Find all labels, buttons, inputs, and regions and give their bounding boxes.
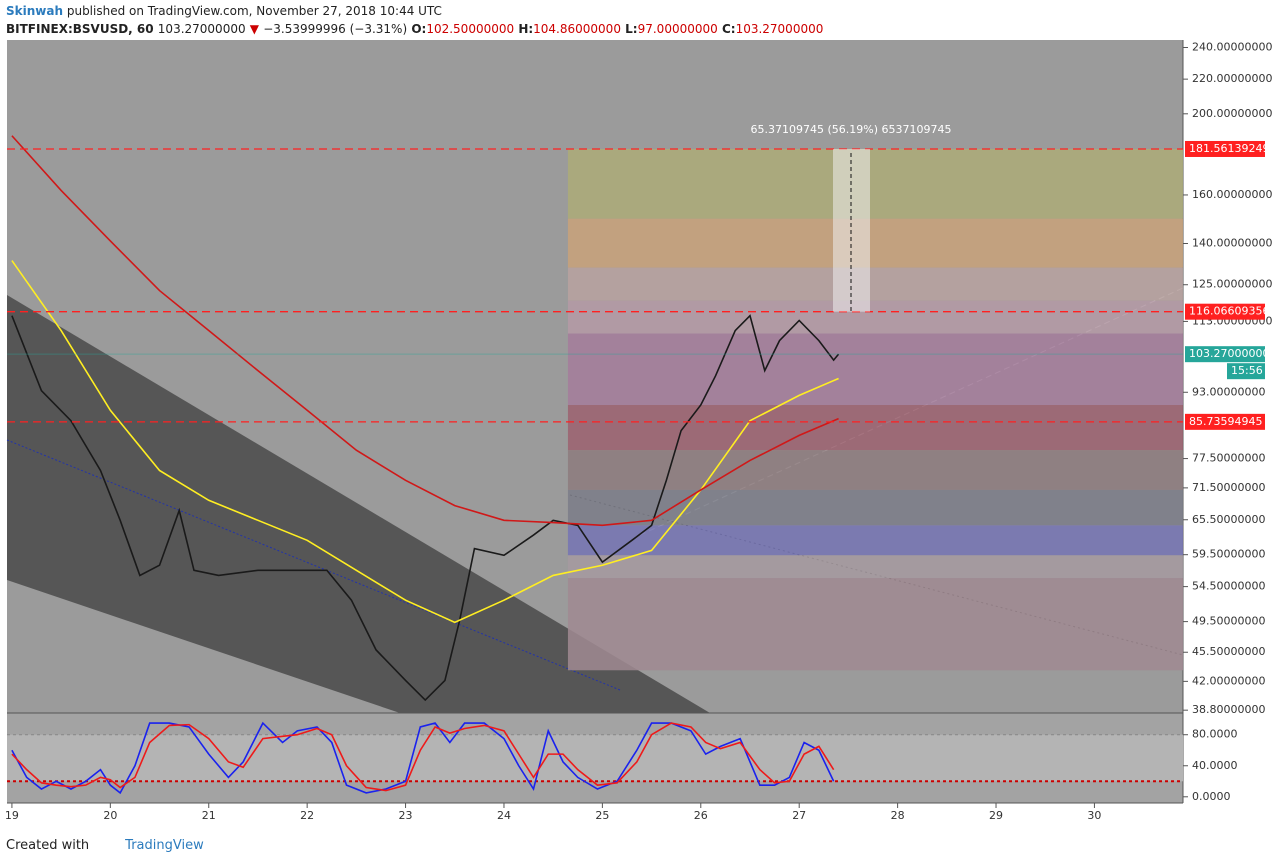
- level-label: 181.56139249: [1189, 142, 1269, 155]
- last: 103.27000000: [157, 22, 246, 36]
- series-line: [11, 314, 840, 702]
- level-label: 85.73594945: [1189, 415, 1262, 428]
- fib-zone: [567, 578, 1183, 671]
- last-price-box: [1185, 346, 1265, 363]
- price-axis: [1183, 40, 1274, 825]
- y-tick-label: 80.0000: [1192, 728, 1238, 741]
- y-tick-label: 200.00000000: [1192, 107, 1272, 120]
- y-tick-label: 125.00000000: [1192, 278, 1272, 291]
- x-tick-label: 21: [202, 809, 216, 822]
- level-box: [1185, 413, 1265, 430]
- x-tick-label: 20: [103, 809, 117, 822]
- last-price-label: 103.27000000: [1189, 347, 1269, 360]
- y-tick-label: 93.00000000: [1192, 385, 1265, 398]
- fib-zone: [567, 148, 1183, 219]
- fib-zone: [567, 450, 1183, 490]
- brand[interactable]: TradingView: [125, 838, 204, 853]
- x-tick-label: 19: [5, 809, 19, 822]
- symbol: BITFINEX:BSVUSD, 60: [6, 22, 154, 36]
- header-line: BITFINEX:BSVUSD, 60 103.27000000 ▼ −3.53…: [6, 22, 824, 36]
- y-tick-label: 71.50000000: [1192, 481, 1265, 494]
- stoch-band: [7, 734, 1183, 782]
- x-tick-label: 26: [694, 809, 708, 822]
- fib-zone: [567, 405, 1183, 451]
- l-label: L:: [625, 22, 638, 36]
- fib-zone: [567, 489, 1183, 526]
- y-tick-label: 140.00000000: [1192, 237, 1272, 250]
- x-tick-label: 30: [1087, 809, 1101, 822]
- author[interactable]: Skinwah: [6, 4, 64, 18]
- fib-zone: [567, 525, 1183, 556]
- x-tick-label: 28: [891, 809, 905, 822]
- countdown-box: [1227, 363, 1265, 380]
- y-tick-label: 49.50000000: [1192, 615, 1265, 628]
- annotation: 65.37109745 (56.19%) 6537109745: [751, 123, 952, 136]
- x-tick-label: 22: [300, 809, 314, 822]
- y-tick-label: 45.50000000: [1192, 645, 1265, 658]
- footer: Created with TradingView: [6, 838, 204, 853]
- h-label: H:: [518, 22, 534, 36]
- x-tick-label: 23: [399, 809, 413, 822]
- c-label: C:: [721, 22, 736, 36]
- series-line: [11, 722, 835, 792]
- level-box: [1185, 303, 1265, 320]
- y-tick-label: 54.50000000: [1192, 580, 1265, 593]
- y-tick-label: 42.00000000: [1192, 674, 1265, 687]
- close: 103.27000000: [735, 22, 824, 36]
- level-label: 116.06609356: [1189, 305, 1269, 318]
- y-tick-label: 65.50000000: [1192, 513, 1265, 526]
- y-tick-label: 40.0000: [1192, 759, 1238, 772]
- x-tick-label: 29: [989, 809, 1003, 822]
- y-tick-label: 160.00000000: [1192, 188, 1272, 201]
- fib-zone: [567, 267, 1183, 301]
- high: 104.86000000: [533, 22, 621, 36]
- y-tick-label: 240.00000000: [1192, 40, 1272, 53]
- fib-zone: [567, 555, 1183, 579]
- header-line: Skinwah published on TradingView.com, No…: [6, 4, 442, 18]
- open: 102.50000000: [426, 22, 515, 36]
- y-tick-label: 38.80000000: [1192, 703, 1265, 716]
- fib-zone: [567, 333, 1183, 406]
- x-tick-label: 25: [595, 809, 609, 822]
- fib-zone: [567, 300, 1183, 334]
- created: Created with: [6, 838, 90, 853]
- countdown: 15:56: [1231, 364, 1263, 377]
- low: 97.00000000: [637, 22, 718, 36]
- change: −3.53999996 (−3.31%): [263, 22, 408, 36]
- x-tick-label: 27: [792, 809, 806, 822]
- y-tick-label: 77.50000000: [1192, 452, 1265, 465]
- fib-zone: [567, 218, 1183, 268]
- published: published on TradingView.com, November 2…: [66, 4, 442, 18]
- x-tick-label: 24: [497, 809, 511, 822]
- o-label: O:: [411, 22, 427, 36]
- y-tick-label: 0.0000: [1192, 790, 1231, 803]
- y-tick-label: 220.00000000: [1192, 72, 1272, 85]
- series-line: [11, 135, 839, 527]
- y-tick-label: 59.50000000: [1192, 548, 1265, 561]
- series-line: [11, 260, 839, 624]
- channel: [7, 295, 710, 713]
- level-box: [1185, 140, 1265, 157]
